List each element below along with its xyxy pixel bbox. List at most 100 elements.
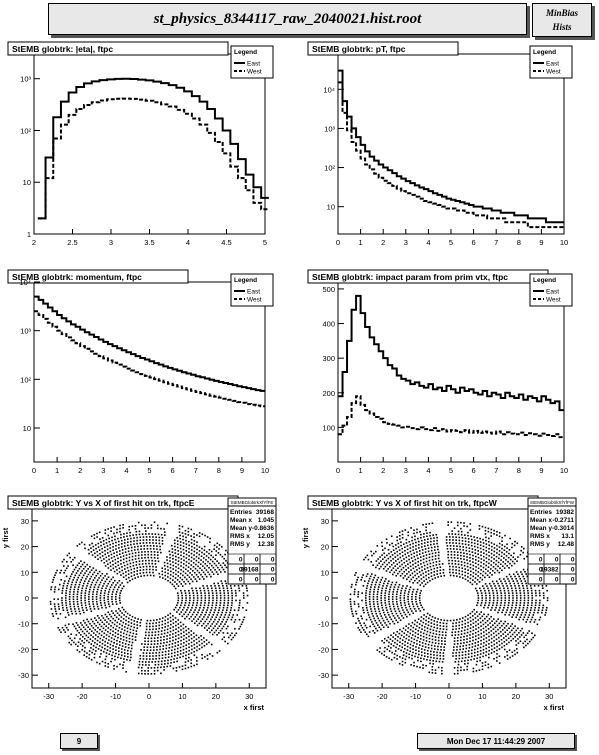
hit-point (520, 571, 522, 573)
hit-point (106, 621, 108, 623)
hit-point (59, 572, 61, 574)
hit-point (219, 602, 222, 604)
hit-point (481, 585, 484, 587)
hit-point (118, 607, 120, 610)
minbias-badge: MinBias Hists (532, 3, 592, 37)
hit-point (465, 644, 468, 647)
hit-point (125, 578, 128, 581)
hit-point (218, 548, 220, 550)
hit-point (104, 661, 107, 664)
hit-point (458, 569, 461, 572)
hit-point (517, 611, 519, 614)
hit-point (476, 543, 479, 546)
hit-point (148, 661, 150, 663)
hit-point (455, 542, 457, 544)
hit-point (431, 522, 434, 525)
hit-point (153, 669, 156, 672)
hit-point (523, 646, 525, 649)
hit-point (79, 622, 82, 624)
hit-point (500, 599, 503, 602)
hit-point (157, 560, 160, 563)
hit-point (394, 565, 397, 567)
hit-point (201, 646, 203, 649)
hit-point (496, 530, 498, 533)
hit-point (135, 564, 138, 566)
hit-point (396, 563, 399, 566)
hit-point (498, 644, 501, 646)
hit-point (429, 631, 432, 634)
stats-grid-value: 0 (555, 577, 559, 584)
hit-point (57, 626, 60, 629)
hit-point (192, 602, 195, 604)
hit-point (501, 565, 504, 567)
hit-point (506, 658, 509, 660)
hit-point (476, 604, 478, 607)
hit-point (195, 606, 197, 609)
hit-point (454, 533, 457, 535)
x-tick-label: 6 (472, 466, 476, 475)
hit-point (503, 587, 505, 590)
hit-point (422, 664, 424, 666)
hit-point (397, 608, 400, 610)
hit-point (385, 587, 388, 590)
hit-point (491, 545, 493, 548)
hit-point (199, 587, 201, 590)
hit-point (157, 633, 160, 636)
hit-point (217, 573, 219, 576)
hit-point (484, 526, 487, 529)
stats-value: 12.38 (258, 541, 275, 548)
hit-point (166, 559, 168, 561)
hit-point (195, 656, 198, 659)
hit-point (490, 634, 493, 636)
hit-point (467, 534, 469, 537)
hit-point (428, 576, 430, 579)
hit-point (420, 616, 423, 618)
hit-point (498, 542, 501, 545)
hit-point (519, 629, 522, 632)
hit-point (487, 570, 489, 572)
hit-point (422, 558, 425, 561)
hit-point (474, 635, 477, 637)
hit-point (484, 602, 487, 604)
hit-point (215, 599, 218, 602)
hit-point (91, 554, 94, 556)
hit-point (499, 626, 501, 629)
hit-point (396, 536, 398, 538)
hit-point (499, 630, 502, 633)
chart-title-text: StEMB globtrk: |eta|, ftpc (12, 44, 113, 54)
hit-point (456, 557, 459, 559)
hit-point (425, 623, 427, 625)
hit-point (510, 587, 513, 590)
plot-frame (337, 281, 565, 463)
hit-point (418, 540, 420, 543)
hit-point (497, 628, 499, 631)
y-tick-label: 10 (21, 568, 29, 577)
hit-point (494, 609, 496, 611)
hit-point (115, 649, 117, 652)
hit-point (512, 599, 514, 602)
hit-point (73, 605, 76, 608)
hit-point (434, 617, 437, 619)
hit-point (464, 663, 466, 665)
hit-point (383, 582, 385, 585)
hit-point (177, 626, 180, 629)
hit-point (373, 552, 375, 555)
hit-point (167, 659, 169, 662)
hit-point (401, 533, 404, 536)
y-tick-label: 10³ (324, 124, 335, 133)
hit-point (67, 629, 69, 631)
hit-point (209, 562, 211, 565)
hit-point (208, 592, 210, 594)
hit-point (94, 638, 97, 640)
hit-point (212, 620, 215, 623)
hit-point (182, 538, 184, 541)
hit-point (515, 604, 517, 607)
hit-point (143, 649, 146, 651)
hit-point (399, 592, 402, 594)
hit-point (130, 540, 132, 543)
hit-point (227, 589, 229, 592)
hit-point (107, 563, 109, 566)
hit-point (177, 623, 180, 625)
hit-point (213, 611, 215, 614)
hit-point (177, 634, 180, 636)
